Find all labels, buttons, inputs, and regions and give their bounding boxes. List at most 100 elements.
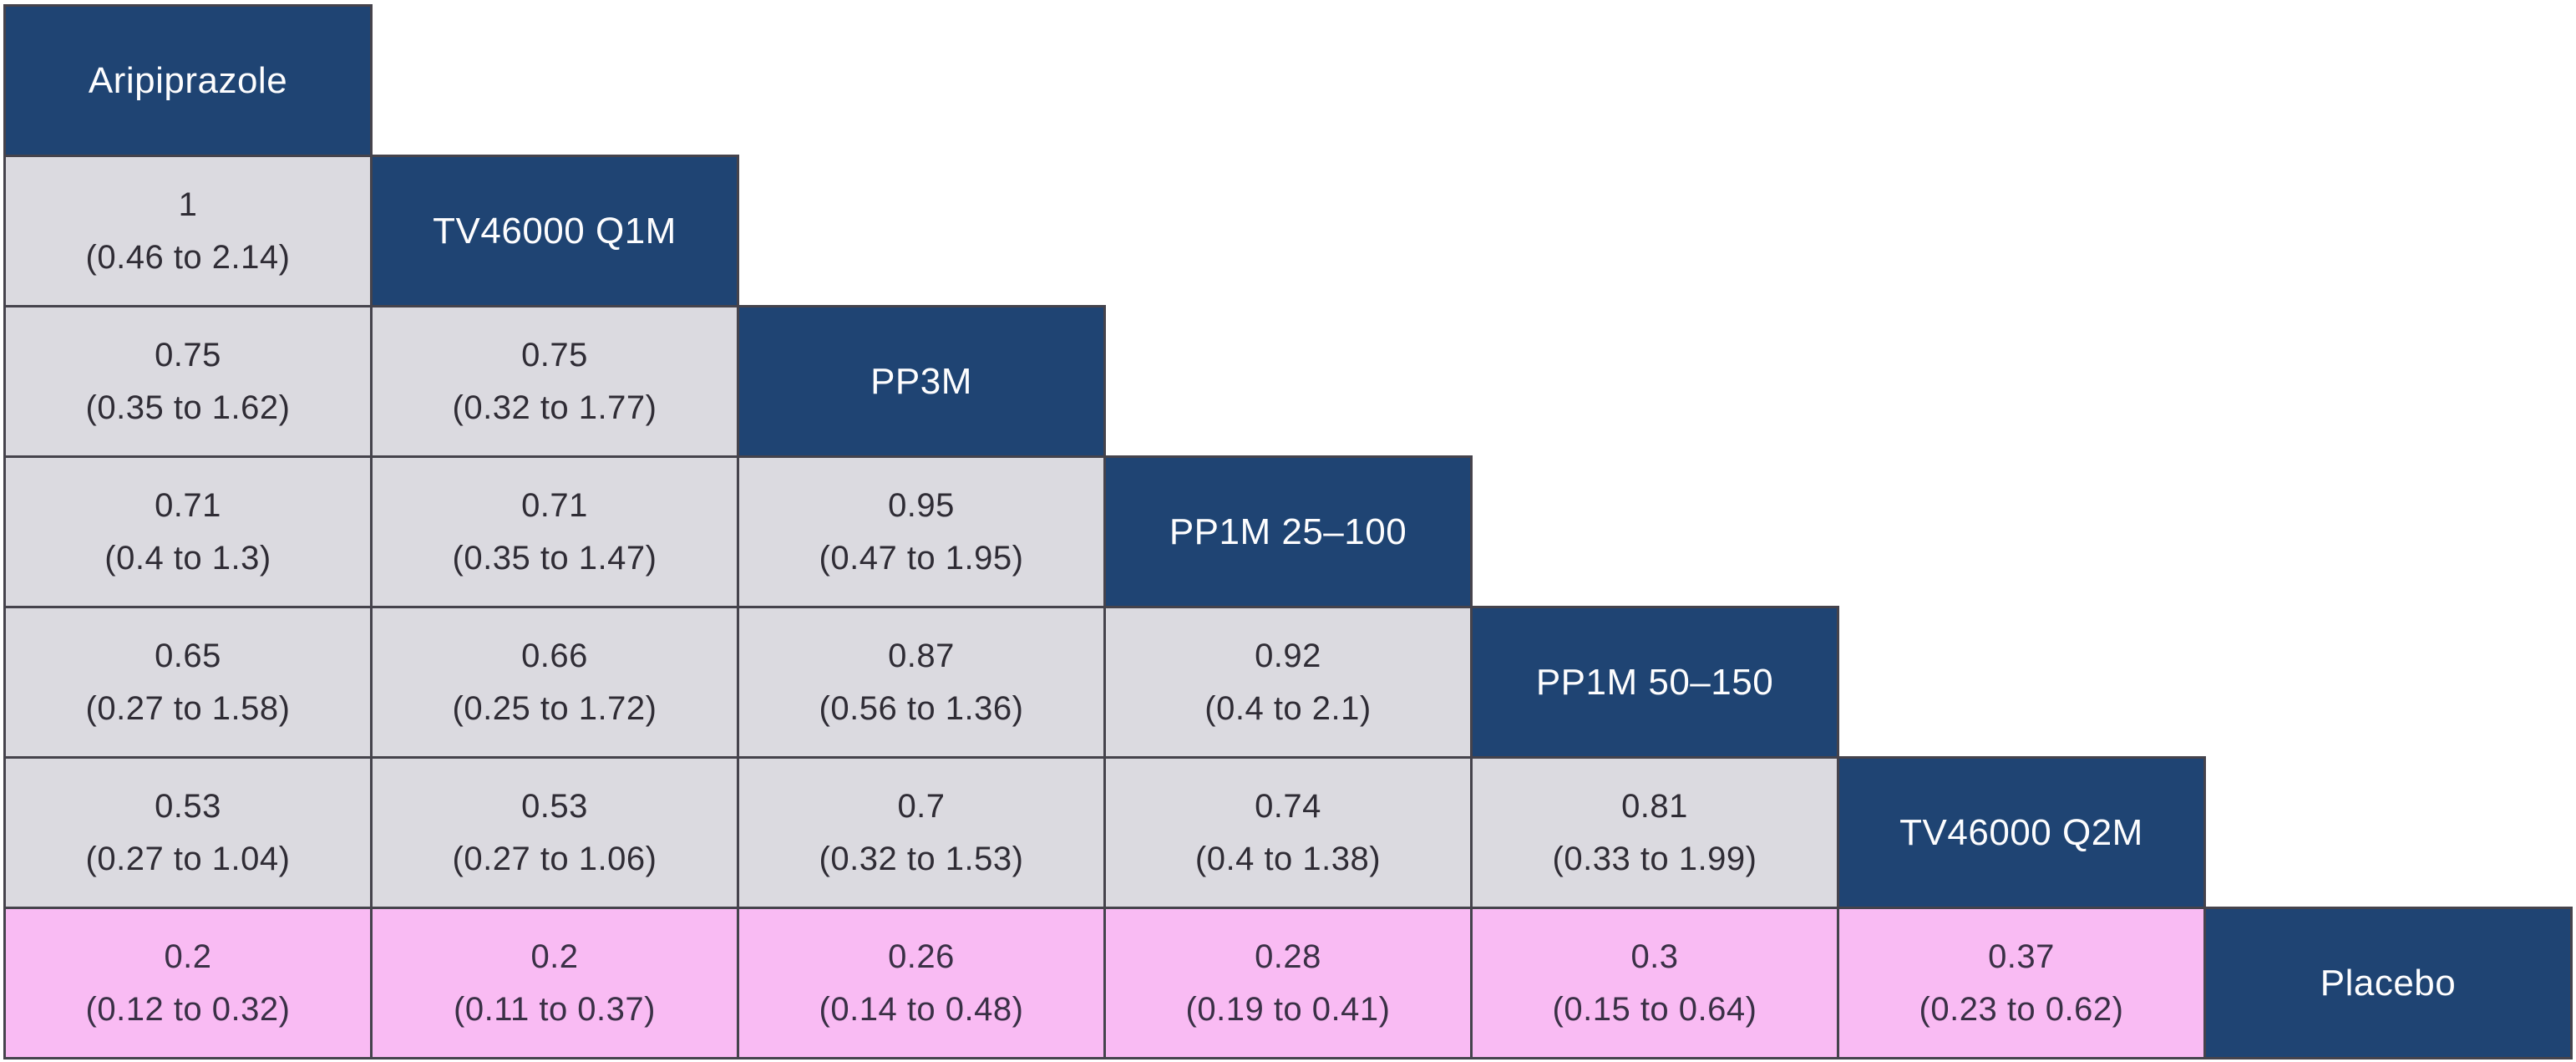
league-table: Aripiprazole 1 (0.46 to 2.14) TV46000 Q1… [3,4,2573,1059]
confidence-interval: (0.32 to 1.77) [452,389,657,426]
league-cell-r5c1: 0.53 (0.27 to 1.06) [370,756,739,909]
estimate: 0.53 [521,787,588,825]
treatment-header-tv46000-q1m: TV46000 Q1M [370,155,739,307]
league-cell-r2c0: 0.75 (0.35 to 1.62) [3,305,373,458]
league-cell-r4c0: 0.65 (0.27 to 1.58) [3,606,373,759]
confidence-interval: (0.23 to 0.62) [1919,990,2124,1028]
estimate: 0.92 [1255,637,1321,674]
confidence-interval: (0.4 to 1.38) [1194,840,1382,877]
estimate: 0.65 [155,637,221,674]
empty-cell [1104,5,1472,156]
league-cell-r5c3: 0.74 (0.4 to 1.38) [1103,756,1473,909]
estimate: 0.75 [155,336,221,373]
estimate: 0.74 [1255,787,1321,825]
estimate: 1 [178,185,198,223]
confidence-interval: (0.27 to 1.58) [85,689,291,727]
empty-cell [1838,306,2205,457]
league-cell-r1c0: 1 (0.46 to 2.14) [3,155,373,307]
table-row: 0.53 (0.27 to 1.04) 0.53 (0.27 to 1.06) … [3,756,2572,909]
treatment-label: PP3M [870,360,972,402]
league-cell-r5c2: 0.7 (0.32 to 1.53) [737,756,1106,909]
league-cell-r4c3: 0.92 (0.4 to 2.1) [1103,606,1473,759]
confidence-interval: (0.25 to 1.72) [452,689,657,727]
confidence-interval: (0.47 to 1.95) [819,539,1024,577]
confidence-interval: (0.11 to 0.37) [454,990,656,1028]
empty-cell [2204,5,2572,156]
empty-cell [1104,306,1472,457]
confidence-interval: (0.27 to 1.04) [85,840,291,877]
confidence-interval: (0.56 to 1.36) [819,689,1024,727]
estimate: 0.95 [888,486,955,524]
table-row: 1 (0.46 to 2.14) TV46000 Q1M [3,155,2572,307]
confidence-interval: (0.15 to 0.64) [1552,990,1757,1028]
estimate: 0.7 [897,787,946,825]
league-cell-r6c3: 0.28 (0.19 to 0.41) [1103,907,1473,1059]
league-cell-r3c2: 0.95 (0.47 to 1.95) [737,455,1106,608]
empty-cell [1838,456,2205,607]
empty-cell [1838,5,2205,156]
estimate: 0.71 [155,486,221,524]
estimate: 0.66 [521,637,588,674]
confidence-interval: (0.27 to 1.06) [452,840,657,877]
estimate: 0.2 [164,938,212,975]
treatment-header-placebo: Placebo [2203,907,2573,1059]
treatment-header-pp3m: PP3M [737,305,1106,458]
treatment-header-tv46000-q2m: TV46000 Q2M [1837,756,2206,909]
confidence-interval: (0.12 to 0.32) [85,990,291,1028]
league-cell-r6c5: 0.37 (0.23 to 0.62) [1837,907,2206,1059]
treatment-label: TV46000 Q2M [1899,811,2143,853]
estimate: 0.26 [888,938,955,975]
empty-cell [2204,456,2572,607]
treatment-header-pp1m-50-150: PP1M 50–150 [1470,606,1839,759]
treatment-header-aripiprazole: Aripiprazole [3,4,373,157]
league-cell-r4c2: 0.87 (0.56 to 1.36) [737,606,1106,759]
treatment-label: Placebo [2320,962,2457,1004]
confidence-interval: (0.33 to 1.99) [1552,840,1757,877]
estimate: 0.28 [1255,938,1321,975]
table-row-placebo: 0.2 (0.12 to 0.32) 0.2 (0.11 to 0.37) 0.… [3,907,2573,1059]
league-cell-r3c1: 0.71 (0.35 to 1.47) [370,455,739,608]
empty-cell [1471,306,1838,457]
empty-cell [1471,155,1838,307]
empty-cell [2204,155,2572,307]
confidence-interval: (0.35 to 1.47) [452,539,657,577]
league-cell-r2c1: 0.75 (0.32 to 1.77) [370,305,739,458]
confidence-interval: (0.35 to 1.62) [85,389,291,426]
confidence-interval: (0.46 to 2.14) [85,238,291,276]
league-cell-r4c1: 0.66 (0.25 to 1.72) [370,606,739,759]
empty-cell [1838,155,2205,307]
empty-cell [2204,607,2572,758]
treatment-label: PP1M 50–150 [1535,661,1774,703]
treatment-header-pp1m-25-100: PP1M 25–100 [1103,455,1473,608]
estimate: 0.71 [521,486,588,524]
table-row: 0.65 (0.27 to 1.58) 0.66 (0.25 to 1.72) … [3,606,2572,759]
estimate: 0.53 [155,787,221,825]
empty-cell [1838,607,2205,758]
confidence-interval: (0.4 to 2.1) [1204,689,1372,727]
empty-cell [738,155,1105,307]
estimate: 0.81 [1621,787,1688,825]
treatment-label: TV46000 Q1M [433,210,677,252]
empty-cell [1104,155,1472,307]
confidence-interval: (0.32 to 1.53) [819,840,1024,877]
empty-cell [2204,306,2572,457]
empty-cell [1471,5,1838,156]
confidence-interval: (0.14 to 0.48) [819,990,1024,1028]
treatment-label: PP1M 25–100 [1169,511,1407,552]
confidence-interval: (0.4 to 1.3) [104,539,271,577]
estimate: 0.75 [521,336,588,373]
confidence-interval: (0.19 to 0.41) [1185,990,1391,1028]
empty-cell [371,5,738,156]
empty-cell [738,5,1105,156]
estimate: 0.87 [888,637,955,674]
league-cell-r6c1: 0.2 (0.11 to 0.37) [370,907,739,1059]
table-row: Aripiprazole [3,4,2572,157]
league-cell-r6c2: 0.26 (0.14 to 0.48) [737,907,1106,1059]
empty-cell [1471,456,1838,607]
league-cell-r3c0: 0.71 (0.4 to 1.3) [3,455,373,608]
table-row: 0.75 (0.35 to 1.62) 0.75 (0.32 to 1.77) … [3,305,2572,458]
estimate: 0.2 [530,938,579,975]
empty-cell [2204,757,2572,908]
treatment-label: Aripiprazole [88,59,288,101]
